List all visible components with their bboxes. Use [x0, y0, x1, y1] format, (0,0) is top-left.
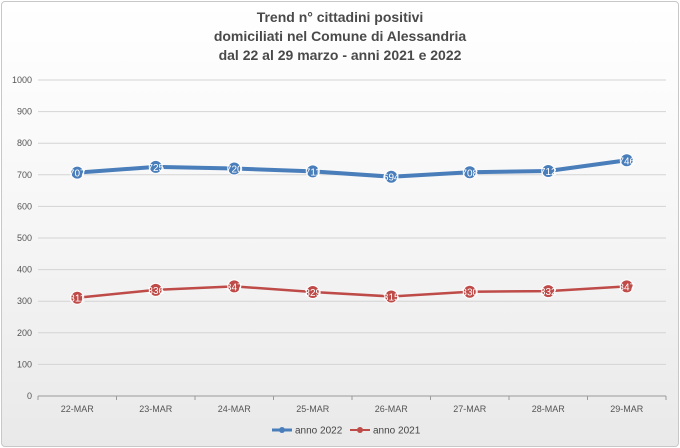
data-label: 332: [540, 287, 557, 298]
chart-title-line-1: Trend n° cittadini positivi: [256, 9, 424, 25]
data-point: [384, 289, 399, 304]
data-label: 311: [69, 294, 85, 305]
chart-title: Trend n° cittadini positivi domiciliati …: [0, 8, 680, 65]
y-tick-label: 400: [17, 265, 32, 275]
y-tick-label: 100: [17, 359, 32, 369]
chart-title-line-2: domiciliati nel Comune di Alessandria: [213, 28, 467, 44]
data-point: [305, 285, 320, 300]
data-label: 720: [226, 164, 243, 175]
x-tick-label: 24-MAR: [218, 404, 252, 414]
data-label: 315: [383, 292, 400, 303]
y-tick-label: 600: [17, 201, 32, 211]
y-tick-label: 300: [17, 296, 32, 306]
data-label: 725: [147, 163, 164, 174]
x-tick-label: 22-MAR: [61, 404, 95, 414]
x-tick-label: 23-MAR: [139, 404, 173, 414]
data-label: 694: [383, 173, 400, 184]
data-point: [148, 159, 163, 174]
data-point: [70, 290, 85, 305]
y-tick-label: 700: [17, 170, 32, 180]
data-point: [541, 164, 556, 179]
data-label: 746: [618, 156, 635, 167]
data-label: 707: [69, 169, 86, 180]
y-tick-label: 800: [17, 138, 32, 148]
chart-title-line-3: dal 22 al 29 marzo - anni 2021 e 2022: [218, 47, 462, 63]
legend-label: anno 2021: [373, 426, 421, 437]
y-tick-label: 200: [17, 328, 32, 338]
y-tick-label: 900: [17, 107, 32, 117]
data-point: [227, 161, 242, 176]
data-point: [305, 164, 320, 179]
data-label: 330: [461, 288, 478, 299]
data-point: [619, 279, 634, 294]
data-label: 329: [304, 288, 321, 299]
data-label: 347: [226, 282, 243, 293]
data-point: [384, 169, 399, 184]
data-point: [462, 284, 477, 299]
y-tick-label: 0: [27, 391, 32, 401]
data-label: 336: [147, 286, 164, 297]
data-point: [148, 282, 163, 297]
legend-label: anno 2022: [295, 426, 343, 437]
x-tick-label: 26-MAR: [375, 404, 409, 414]
data-label: 708: [461, 168, 478, 179]
data-point: [619, 153, 634, 168]
data-label: 711: [305, 167, 321, 178]
x-tick-label: 27-MAR: [453, 404, 487, 414]
legend-swatch-marker: [357, 427, 363, 433]
legend-swatch-marker: [279, 427, 285, 433]
data-label: 712: [540, 167, 557, 178]
data-point: [462, 165, 477, 180]
series-line-2: [76, 285, 628, 299]
y-tick-label: 500: [17, 233, 32, 243]
x-tick-label: 28-MAR: [532, 404, 566, 414]
data-point: [541, 284, 556, 299]
data-point: [227, 279, 242, 294]
y-tick-label: 1000: [12, 75, 32, 85]
x-tick-label: 25-MAR: [296, 404, 330, 414]
data-label: 347: [618, 282, 635, 293]
x-tick-label: 29-MAR: [610, 404, 644, 414]
series-line-1: [75, 158, 629, 179]
data-point: [70, 165, 85, 180]
